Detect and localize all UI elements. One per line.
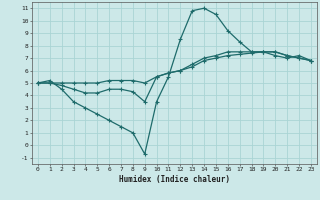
X-axis label: Humidex (Indice chaleur): Humidex (Indice chaleur) xyxy=(119,175,230,184)
